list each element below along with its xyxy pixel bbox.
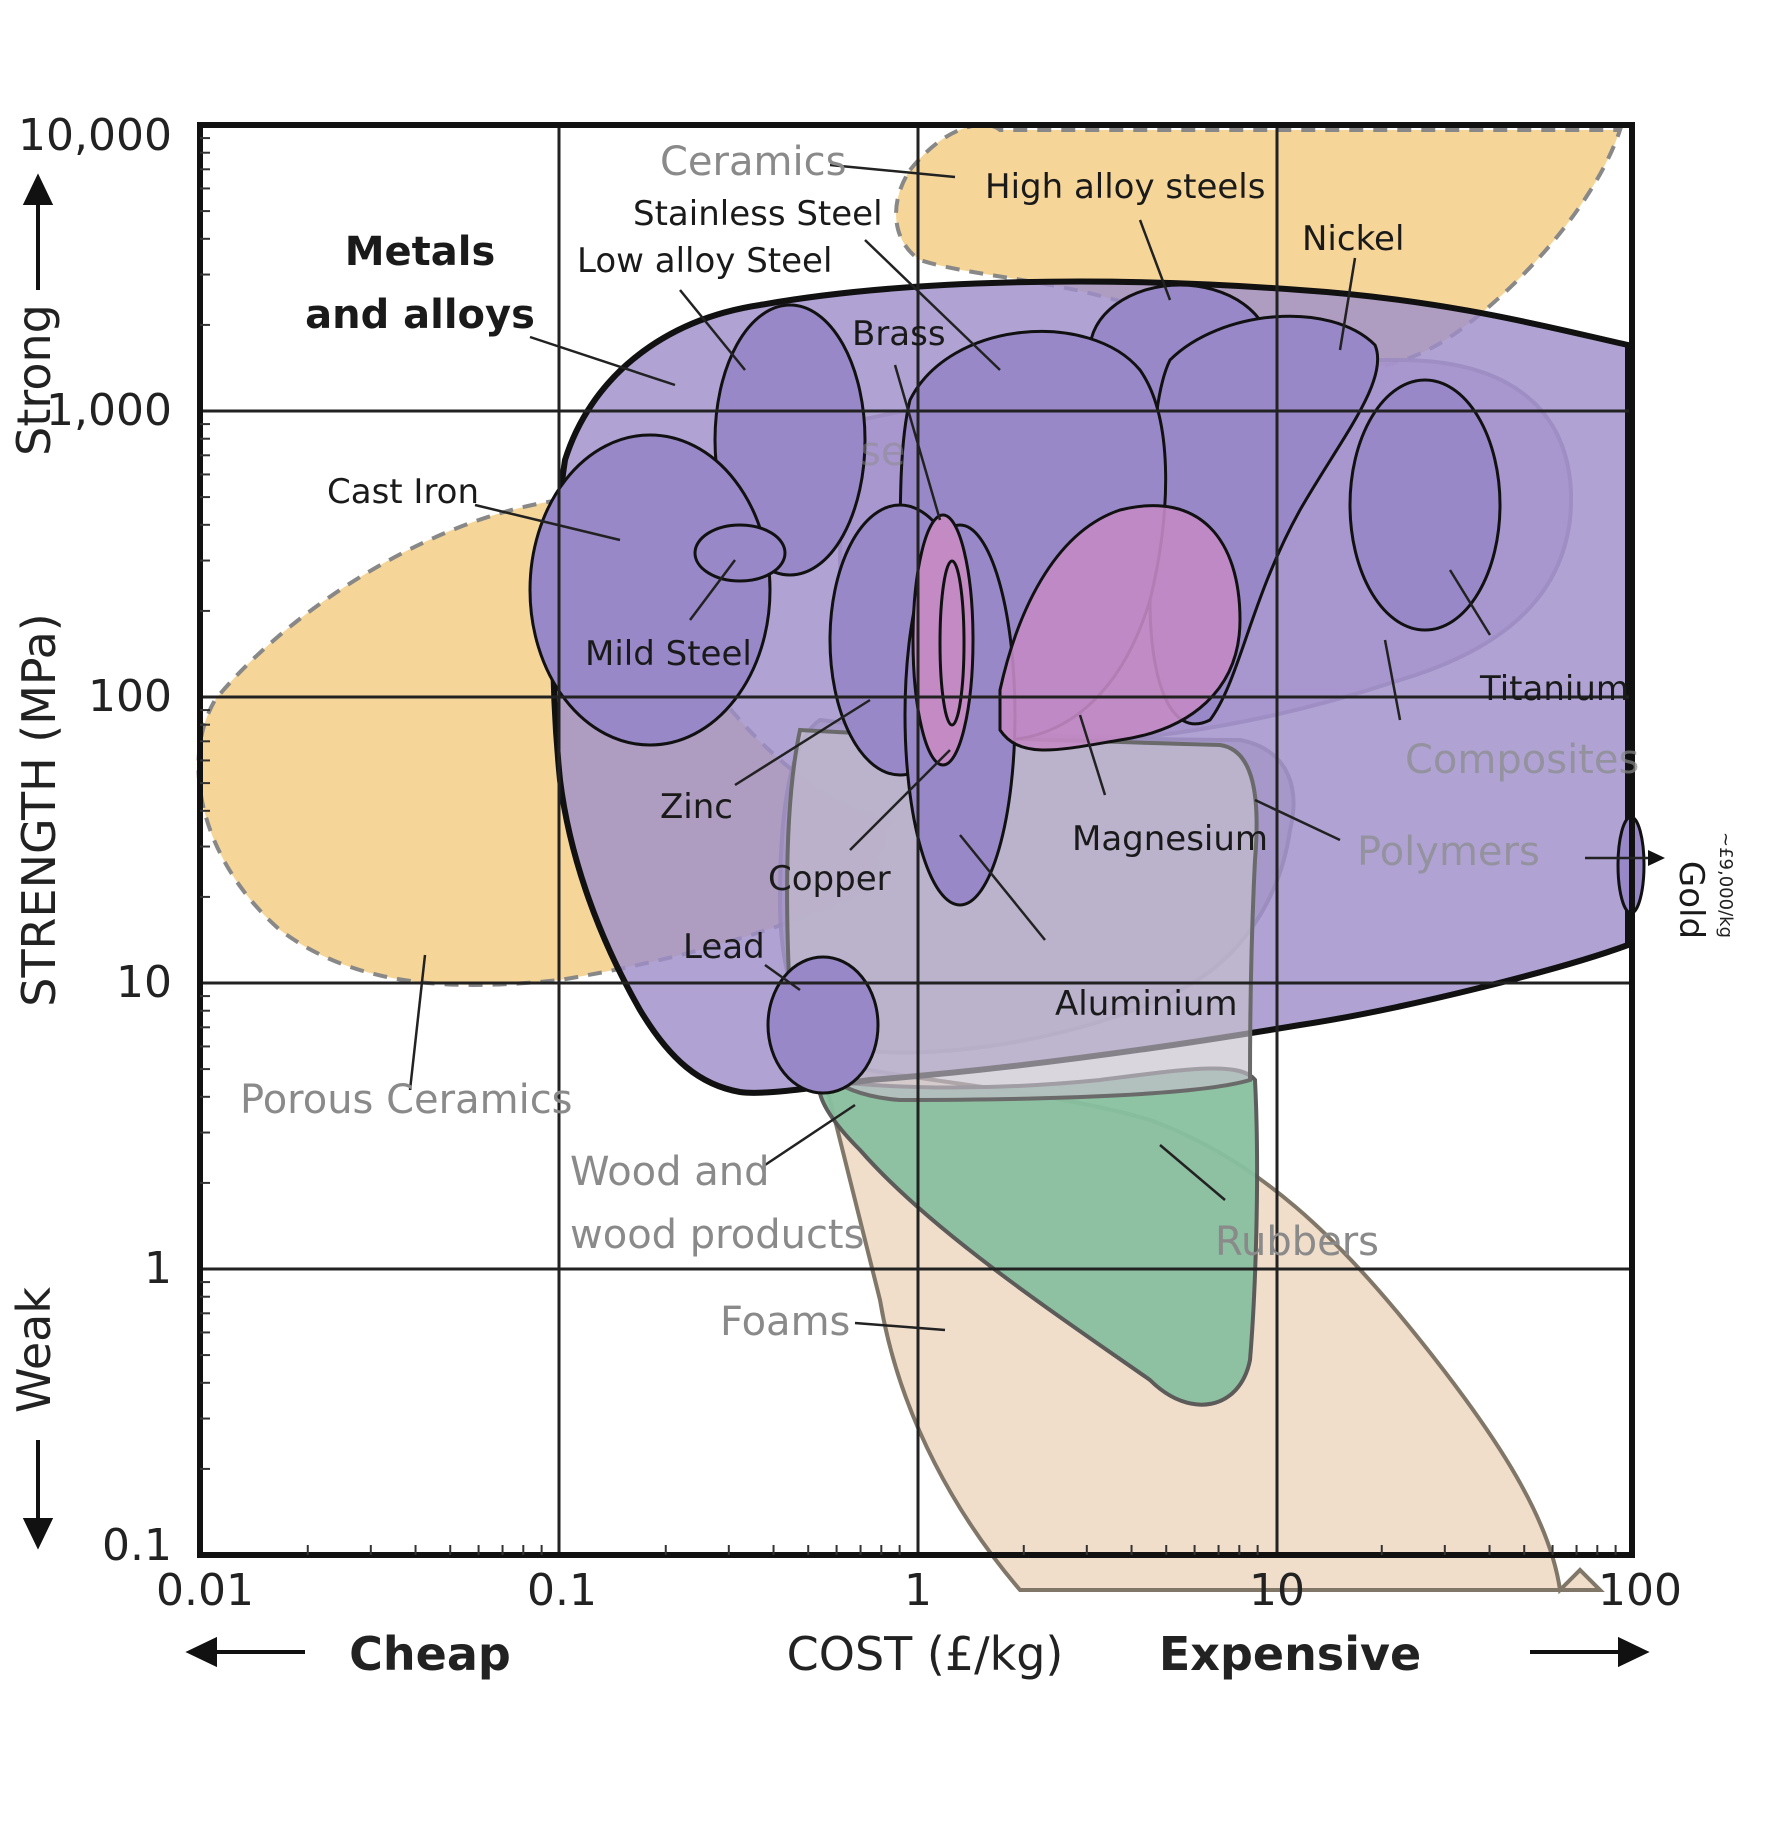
porous-ceramics-label: Porous Ceramics xyxy=(240,1077,573,1123)
expensive-label: Expensive xyxy=(1159,1627,1421,1681)
x-axis-title: COST (£/kg) xyxy=(787,1627,1064,1681)
expensive-arrow-icon xyxy=(1530,1636,1650,1668)
weak-arrow-icon xyxy=(22,1440,54,1550)
gold-label: Gold xyxy=(1671,861,1711,939)
lead-bubble xyxy=(766,955,880,1095)
mild-steel-bubble xyxy=(693,523,787,583)
brass-inner-bubble xyxy=(938,559,966,727)
y-tick-label: 1 xyxy=(144,1243,172,1294)
magnesium-bubble xyxy=(998,504,1242,752)
magnesium-label: Magnesium xyxy=(1072,819,1268,859)
strong-arrow-icon xyxy=(22,173,54,290)
y-tick-label: 10,000 xyxy=(18,110,172,161)
y-axis-title: STRENGTH (MPa) xyxy=(12,613,66,1007)
wood-label-line2: wood products xyxy=(570,1212,864,1258)
x-tick-label: 0.1 xyxy=(527,1565,597,1616)
x-tick-label: 1 xyxy=(904,1565,932,1616)
stainless-steel-label: Stainless Steel xyxy=(633,194,883,234)
weak-label: Weak xyxy=(7,1287,61,1413)
aluminium-label: Aluminium xyxy=(1055,984,1237,1024)
gold-arrow-icon xyxy=(1648,850,1665,866)
minor-ticks xyxy=(200,137,1617,1555)
x-tick-label: 100 xyxy=(1598,1565,1682,1616)
brass-label: Brass xyxy=(852,314,946,354)
composites-label: Composites xyxy=(1405,737,1639,783)
lead-label: Lead xyxy=(683,927,765,967)
zinc-label: Zinc xyxy=(660,787,733,827)
y-tick-label: 10 xyxy=(116,957,172,1008)
mild-steel-label: Mild Steel xyxy=(585,634,752,674)
y-tick-labels: 10,000 1,000 100 10 1 0.1 xyxy=(18,110,172,1571)
rubbers-label: Rubbers xyxy=(1215,1219,1379,1265)
metals-label-line2: and alloys xyxy=(305,292,535,338)
x-tick-label: 0.01 xyxy=(156,1565,254,1616)
grid xyxy=(200,125,1632,1555)
x-tick-label: 10 xyxy=(1249,1565,1305,1616)
high-alloy-steels-label: High alloy steels xyxy=(985,167,1265,207)
cheap-arrow-icon xyxy=(185,1636,305,1668)
y-tick-label: 1,000 xyxy=(46,385,172,436)
ceramics-label: Ceramics xyxy=(660,139,846,185)
cheap-label: Cheap xyxy=(349,1627,511,1681)
y-tick-label: 100 xyxy=(88,671,172,722)
faded-text: se xyxy=(860,429,905,475)
titanium-bubble xyxy=(1348,378,1502,632)
cast-iron-bubble xyxy=(528,433,772,747)
plot-frame xyxy=(197,122,1635,1558)
leader-lines xyxy=(408,163,1655,1332)
titanium-label: Titanium xyxy=(1479,669,1629,709)
strong-label: Strong xyxy=(7,304,61,456)
metal-bubbles xyxy=(528,283,1646,1095)
gold-price-label: ~£9,000/kg xyxy=(1715,832,1736,938)
cast-iron-label: Cast Iron xyxy=(327,472,479,512)
metals-label-line1: Metals xyxy=(345,229,496,275)
copper-label: Copper xyxy=(768,859,891,899)
low-alloy-steel-label: Low alloy Steel xyxy=(577,241,832,281)
foams-label: Foams xyxy=(720,1299,850,1345)
polymers-label: Polymers xyxy=(1357,829,1540,875)
x-tick-labels: 0.01 0.1 1 10 100 xyxy=(156,1565,1682,1616)
nickel-label: Nickel xyxy=(1302,219,1404,259)
y-tick-label: 0.1 xyxy=(102,1520,172,1571)
wood-label-line1: Wood and xyxy=(570,1149,770,1195)
